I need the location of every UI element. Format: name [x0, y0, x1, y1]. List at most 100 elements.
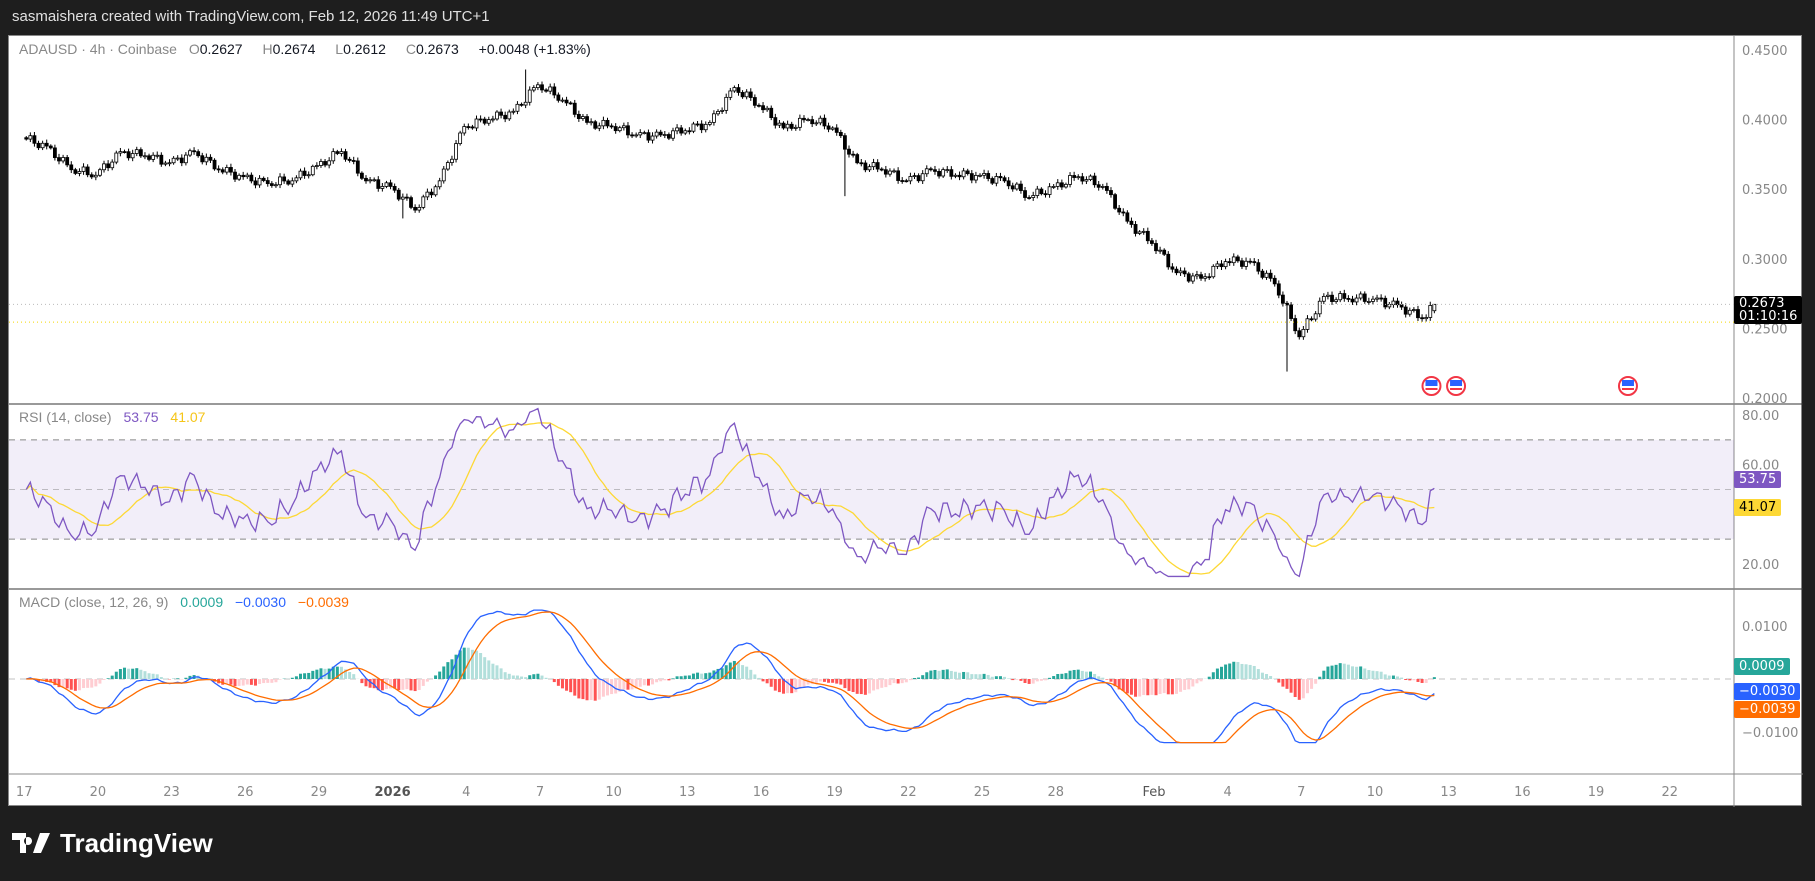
price-tick-label: 0.4500: [1742, 44, 1788, 59]
flag-stripe: [1621, 388, 1634, 390]
macd-histogram-bar: [900, 679, 904, 684]
candle-up: [93, 174, 98, 178]
candle-up: [691, 123, 696, 132]
candle-down: [761, 105, 765, 111]
macd-histogram-bar: [73, 679, 77, 691]
macd-histogram-bar: [438, 671, 442, 679]
candle-down: [208, 156, 213, 161]
macd-histogram-bar: [479, 653, 483, 679]
candle-up: [617, 127, 622, 132]
candle-down: [1227, 261, 1232, 264]
candle-up: [961, 170, 966, 178]
macd-histogram-bar: [1375, 671, 1379, 679]
candle-down: [249, 174, 254, 182]
candle-up: [372, 179, 377, 182]
rsi-title[interactable]: RSI (14, close): [19, 409, 112, 425]
macd-histogram-bar: [405, 679, 409, 690]
macd-histogram-bar: [773, 679, 777, 691]
rsi-value: 53.75: [123, 409, 159, 425]
macd-histogram-bar: [753, 674, 757, 679]
macd-histogram-bar: [1232, 661, 1236, 679]
candle-up: [953, 174, 958, 177]
candle-down: [1059, 182, 1064, 188]
candle-up: [1354, 297, 1359, 303]
candle-up: [175, 157, 180, 160]
macd-histogram-bar: [573, 679, 577, 696]
macd-histogram-bar: [863, 679, 867, 695]
candle-up: [437, 180, 442, 188]
macd-histogram-bar: [491, 663, 495, 679]
macd-histogram-bar: [1285, 679, 1289, 689]
candle-down: [576, 113, 581, 119]
candle-up: [1084, 179, 1089, 182]
macd-histogram-bar: [270, 679, 274, 683]
candle-down: [826, 125, 831, 130]
candle-up: [1100, 186, 1105, 188]
macd-histogram-bar: [372, 679, 376, 689]
candle-up: [433, 186, 438, 196]
macd-histogram-bar: [253, 679, 257, 686]
candle-down: [1104, 186, 1109, 191]
macd-histogram-bar: [507, 673, 511, 679]
candle-down: [1416, 309, 1420, 319]
macd-histogram-bar: [258, 679, 262, 684]
candle-down: [44, 142, 49, 147]
macd-histogram-bar: [393, 679, 397, 689]
candle-down: [626, 125, 630, 136]
macd-histogram-bar: [982, 673, 986, 679]
chart-area[interactable]: 0.4500 0.4000 0.3500 0.3000 0.2500 0.2000 80.0…: [8, 35, 1803, 807]
macd-histogram-bar: [434, 675, 438, 679]
macd-histogram-bar: [1260, 672, 1264, 679]
macd-histogram-bar: [614, 679, 618, 694]
macd-histogram-bar: [872, 679, 876, 691]
candle-down: [343, 151, 348, 160]
macd-title[interactable]: MACD (close, 12, 26, 9): [19, 594, 169, 610]
macd-histogram-bar: [953, 671, 957, 679]
candle-down: [1117, 207, 1122, 213]
macd-histogram-bar: [606, 679, 609, 696]
macd-histogram-bar: [1404, 679, 1408, 680]
candle-down: [478, 118, 483, 121]
time-tick-label: 7: [536, 785, 544, 800]
candle-down: [429, 191, 434, 196]
macd-histogram-bar: [1301, 679, 1305, 699]
candle-down: [1268, 272, 1273, 279]
candle-up: [1375, 297, 1379, 300]
macd-histogram-bar: [651, 679, 655, 685]
macd-histogram-bar: [184, 677, 188, 679]
time-tick-label: 29: [311, 785, 328, 800]
macd-histogram-bar: [1011, 679, 1015, 681]
candle-up: [425, 191, 430, 198]
candle-up: [1428, 305, 1433, 318]
macd-histogram-bar: [708, 672, 712, 679]
chart-canvas[interactable]: 0.4500 0.4000 0.3500 0.3000 0.2500 0.2000 80.0…: [9, 36, 1803, 807]
macd-histogram-bar: [933, 669, 937, 679]
macd-histogram-bar: [1035, 679, 1039, 682]
candle-up: [339, 151, 344, 154]
macd-histogram-bar: [352, 674, 356, 679]
candle-up: [703, 123, 708, 131]
candle-down: [212, 159, 217, 170]
time-tick-label: 4: [462, 785, 470, 800]
candle-down: [1309, 318, 1314, 321]
rsi-value-tag: 53.75: [1734, 471, 1782, 488]
macd-histogram-bar: [822, 679, 826, 682]
candle-down: [89, 174, 94, 178]
candle-up: [1338, 293, 1343, 301]
macd-histogram-bar: [135, 668, 139, 679]
candle-down: [1043, 193, 1048, 196]
candle-down: [359, 172, 364, 179]
candle-down: [752, 97, 757, 106]
time-tick-label: 13: [679, 785, 696, 800]
symbol-name[interactable]: ADAUSD · 4h · Coinbase: [19, 41, 177, 57]
candle-down: [1166, 253, 1171, 268]
candle-down: [1362, 293, 1367, 302]
macd-histogram-bar: [962, 671, 966, 679]
flag-canton: [1425, 380, 1438, 386]
macd-histogram-bar: [499, 668, 503, 679]
macd-histogram-bar: [450, 659, 454, 679]
candle-down: [748, 91, 753, 98]
macd-histogram-bar: [380, 679, 384, 691]
candle-down: [904, 180, 909, 183]
candle-up: [1190, 275, 1195, 282]
